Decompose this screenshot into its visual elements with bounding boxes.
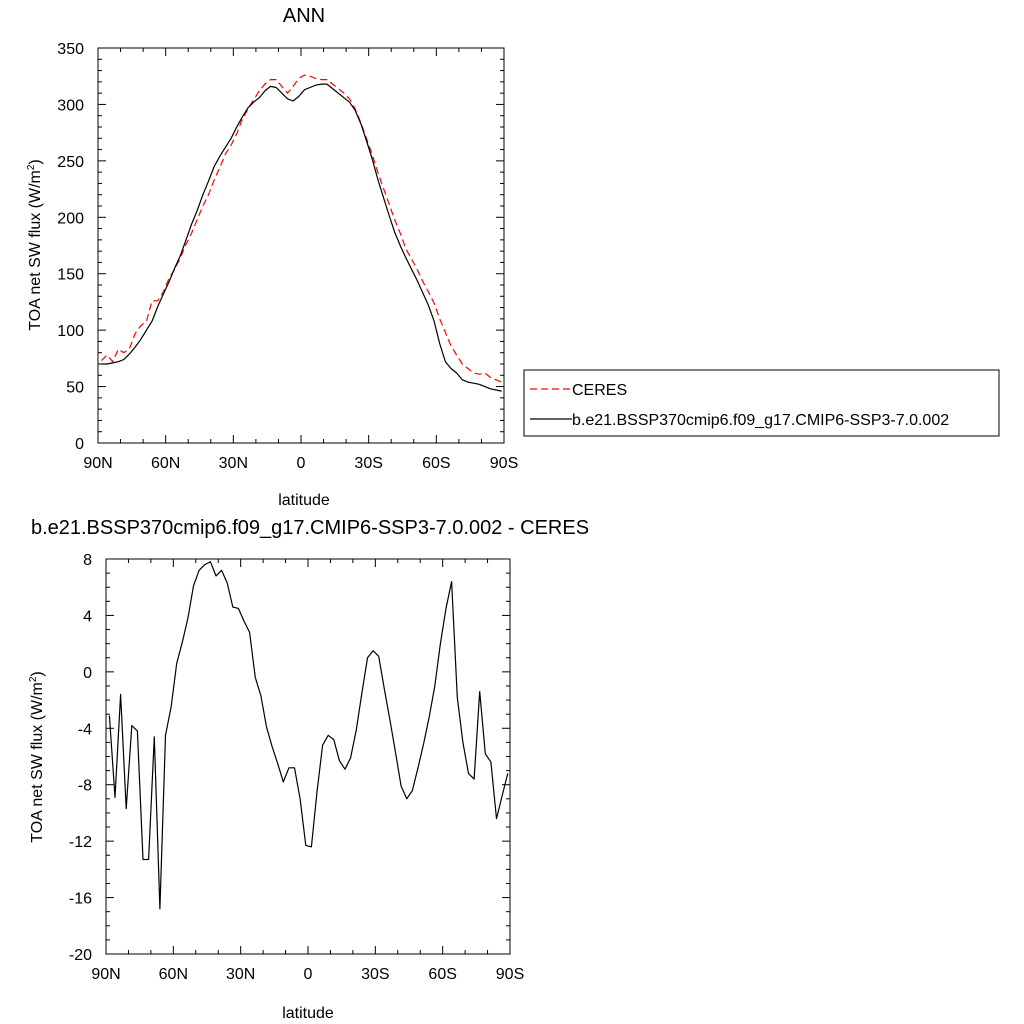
x-tick-label: 60N xyxy=(151,455,180,472)
series-difference-line xyxy=(108,561,509,910)
y-tick-label: 100 xyxy=(57,323,84,340)
chart-bottom-ticks: 90N 60N 30N 0 30S 60S 90S -20 -16 -12 -8 -4 0 4 8 xyxy=(69,552,524,983)
series-model-line xyxy=(101,83,502,392)
legend-ceres-label: CERES xyxy=(572,382,627,399)
chart-top-title: ANN xyxy=(283,5,325,27)
legend: CERES b.e21.BSSP370cmip6.f09_g17.CMIP6-S… xyxy=(523,369,1000,437)
chart-top-xlabel: latitude xyxy=(278,492,330,509)
chart-bottom-series xyxy=(108,561,509,910)
y-tick-label: 200 xyxy=(57,210,84,227)
y-tick-label: -16 xyxy=(69,891,92,908)
x-tick-label: 60N xyxy=(159,966,188,983)
x-tick-label: 90S xyxy=(490,455,518,472)
series-ceres-line xyxy=(100,74,502,383)
x-tick-label: 60S xyxy=(428,966,456,983)
chart-bottom-title: b.e21.BSSP370cmip6.f09_g17.CMIP6-SSP3-7.… xyxy=(31,517,589,539)
x-tick-label: 60S xyxy=(422,455,450,472)
x-tick-label: 30N xyxy=(226,966,255,983)
chart-bottom-frame xyxy=(105,558,511,955)
y-tick-label: 250 xyxy=(57,154,84,171)
chart-bottom-xlabel: latitude xyxy=(282,1005,334,1022)
x-tick-label: 30S xyxy=(354,455,382,472)
chart-bottom: b.e21.BSSP370cmip6.f09_g17.CMIP6-SSP3-7.… xyxy=(28,517,589,1022)
y-tick-label: 0 xyxy=(83,665,92,682)
x-tick-label: 0 xyxy=(297,455,306,472)
y-tick-label: -20 xyxy=(69,947,92,964)
y-tick-label: 350 xyxy=(57,41,84,58)
y-tick-label: -12 xyxy=(69,834,92,851)
x-tick-label: 90N xyxy=(83,455,112,472)
legend-model-label: b.e21.BSSP370cmip6.f09_g17.CMIP6-SSP3-7.… xyxy=(572,412,949,429)
y-tick-label: -4 xyxy=(78,721,92,738)
x-tick-label: 30S xyxy=(361,966,389,983)
chart-top-ticks: 90N 60N 30N 0 30S 60S 90S 0 50 100 150 200 250 300 350 xyxy=(57,41,518,472)
chart-top-frame xyxy=(97,47,505,444)
y-tick-label: 4 xyxy=(83,608,92,625)
chart-bottom-ylabel: TOA net SW flux (W/m2) xyxy=(28,671,46,843)
x-tick-label: 30N xyxy=(219,455,248,472)
x-tick-label: 90S xyxy=(496,966,524,983)
y-tick-label: 150 xyxy=(57,267,84,284)
legend-box xyxy=(523,369,1000,437)
chart-top-ylabel: TOA net SW flux (W/m2) xyxy=(26,159,44,331)
y-tick-label: 8 xyxy=(83,552,92,569)
y-tick-label: 0 xyxy=(75,436,84,453)
x-tick-label: 90N xyxy=(91,966,120,983)
y-tick-label: -8 xyxy=(78,778,92,795)
y-tick-label: 50 xyxy=(66,380,84,397)
chart-top: ANN 90N 60N 30N 0 30S 60S 90S 0 50 100 150 200 250 30… xyxy=(26,5,518,509)
x-tick-label: 0 xyxy=(304,966,313,983)
y-tick-label: 300 xyxy=(57,97,84,114)
chart-top-series xyxy=(100,74,502,392)
